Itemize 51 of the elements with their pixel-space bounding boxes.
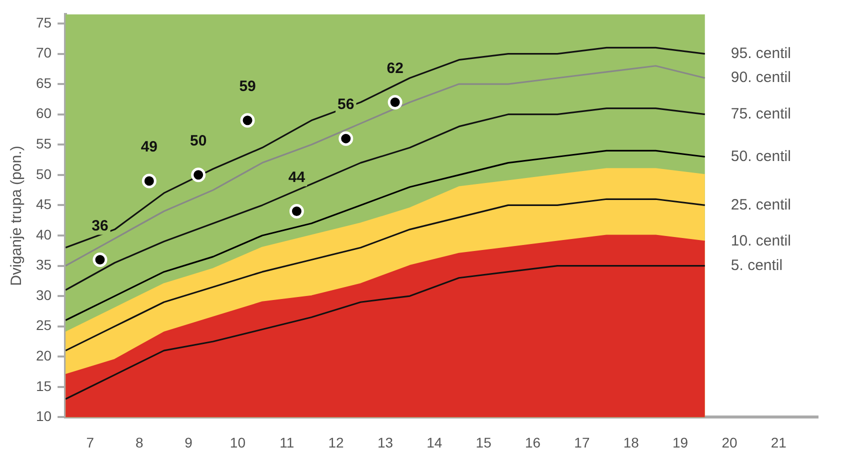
point [240, 113, 255, 128]
x-tick-label: 19 [672, 434, 688, 450]
data-label: 62 [386, 60, 404, 77]
x-tick-label: 15 [476, 434, 492, 450]
y-tick-label: 70 [36, 44, 52, 61]
y-tick-label: 65 [36, 74, 52, 91]
y-tick-label: 30 [36, 286, 52, 303]
x-tick-label: 20 [722, 434, 738, 450]
y-tick-label: 50 [36, 166, 52, 182]
data-label: 56 [338, 96, 354, 114]
y-tick-label: 55 [36, 135, 52, 152]
series-label: 90. centil [730, 69, 791, 86]
point [388, 94, 402, 110]
y-tick-label: 40 [36, 226, 52, 242]
x-tick-label: 18 [623, 434, 640, 450]
point [142, 174, 156, 188]
x-tick-label: 12 [328, 434, 344, 450]
y-tick-label: 10 [36, 408, 52, 424]
x-tick-label: 11 [280, 434, 294, 450]
y-tick-label: 35 [36, 256, 52, 273]
y-tick-label: 60 [36, 105, 52, 122]
point [289, 204, 304, 219]
data-label: 44 [288, 168, 306, 186]
x-tick-label: 17 [574, 434, 590, 450]
y-tick-label: 75 [36, 14, 52, 30]
series-label: 5. centil [730, 256, 783, 274]
series-label: 75. centil [730, 105, 791, 122]
x-tick-label: 10 [230, 434, 246, 450]
y-tick-label: 15 [36, 378, 52, 394]
x-tick-label: 9 [184, 434, 193, 450]
series-label: 10. centil [730, 232, 791, 250]
point [92, 252, 108, 267]
x-tick-label: 8 [135, 434, 144, 450]
data-label: 36 [92, 217, 108, 234]
series-label: 50. centil [730, 148, 791, 165]
series-label: 25. centil [730, 196, 791, 214]
y-tick-label: 45 [36, 196, 52, 212]
y-axis-title: Dviganje trupa (pon.) [8, 146, 26, 286]
x-tick-label: 7 [86, 434, 94, 450]
series-label: 95. centil [730, 44, 791, 62]
y-tick-label: 20 [36, 347, 52, 364]
point [338, 131, 354, 146]
x-tick-label: 13 [377, 434, 394, 450]
point [191, 168, 206, 182]
y-tick-label: 25 [36, 317, 52, 334]
x-tick-label: 21 [770, 434, 787, 450]
data-label: 59 [239, 78, 256, 96]
x-tick-label: 14 [426, 434, 442, 450]
data-label: 50 [190, 132, 207, 150]
data-label: 49 [140, 138, 158, 156]
x-tick-label: 16 [524, 434, 541, 450]
